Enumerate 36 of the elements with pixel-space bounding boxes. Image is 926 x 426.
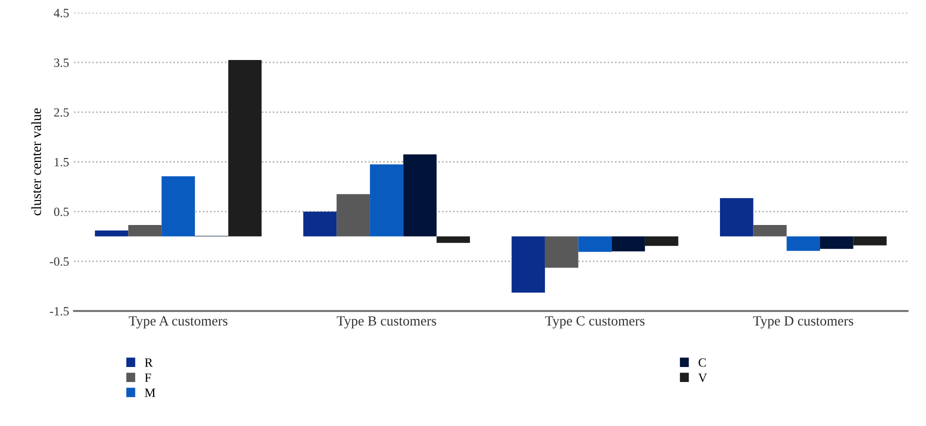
legend-label: C bbox=[698, 358, 706, 367]
x-tick-label: Type B customers bbox=[336, 316, 436, 328]
bar bbox=[370, 164, 404, 236]
y-tick-label: 3.5 bbox=[54, 58, 69, 67]
y-tick-label: 0.5 bbox=[54, 208, 69, 216]
y-tick-label: -1.5 bbox=[50, 307, 69, 316]
bar bbox=[228, 60, 262, 236]
bar bbox=[753, 225, 787, 236]
y-axis-title: cluster center value bbox=[31, 108, 42, 216]
bar bbox=[786, 236, 820, 251]
y-tick-label: 2.5 bbox=[54, 108, 69, 117]
bar bbox=[512, 236, 545, 293]
bar bbox=[720, 198, 754, 236]
legend-label: F bbox=[144, 374, 151, 382]
y-tick-label: 4.5 bbox=[54, 8, 69, 18]
bar bbox=[820, 236, 854, 249]
bar bbox=[853, 236, 887, 246]
x-tick-label: Type C customers bbox=[545, 316, 644, 328]
legend-label: M bbox=[144, 388, 156, 397]
bar bbox=[162, 176, 195, 236]
bar bbox=[612, 236, 645, 252]
bar bbox=[544, 236, 578, 268]
bar bbox=[436, 236, 470, 243]
bar bbox=[403, 154, 437, 236]
y-tick-label: -0.5 bbox=[50, 257, 69, 266]
legend-label: V bbox=[698, 374, 707, 382]
bar bbox=[128, 225, 162, 236]
bar bbox=[94, 230, 128, 236]
legend-label: R bbox=[144, 358, 153, 367]
bar bbox=[578, 236, 612, 252]
y-tick-label: 1.5 bbox=[54, 158, 69, 166]
bar bbox=[336, 194, 370, 236]
x-tick-label: Type D customers bbox=[753, 316, 854, 328]
x-tick-label: Type A customers bbox=[128, 316, 228, 328]
bar bbox=[303, 212, 337, 236]
bar bbox=[644, 236, 678, 246]
